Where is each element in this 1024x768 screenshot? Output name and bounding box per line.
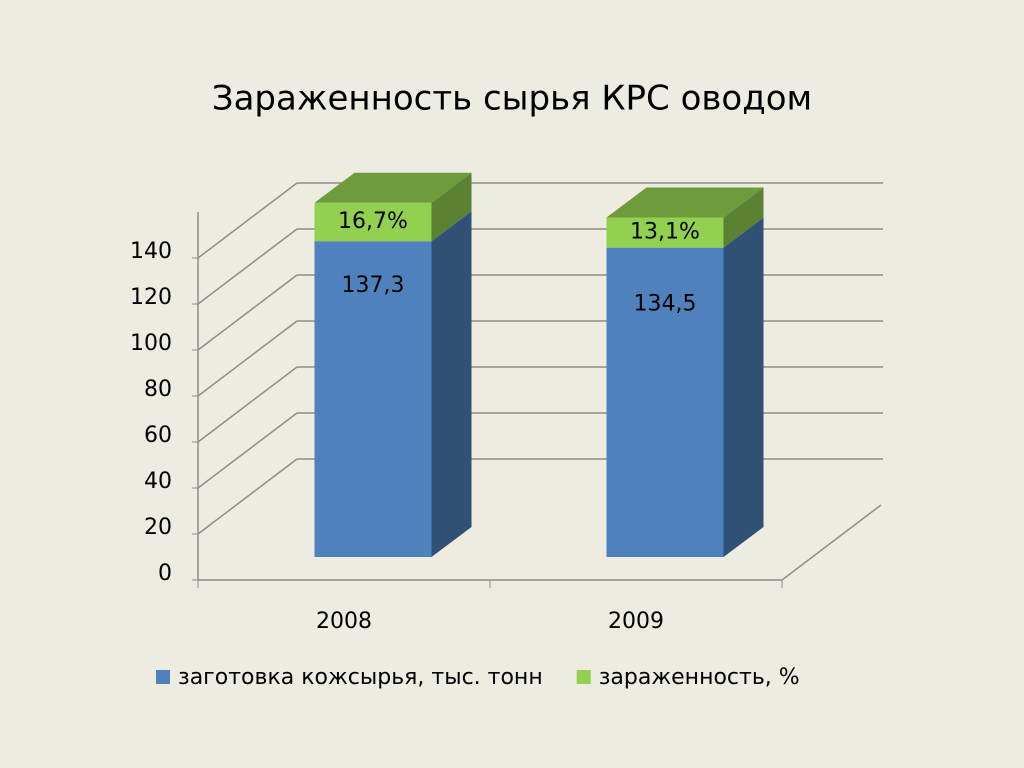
x-tick-label: 2009 [608, 609, 664, 634]
grid-line [197, 274, 298, 351]
bar [606, 217, 724, 248]
grid-line [197, 458, 298, 535]
bar [606, 247, 724, 557]
x-tick-label: 2008 [316, 609, 372, 634]
legend-label: зараженность, % [599, 665, 800, 690]
legend-label: заготовка кожсырья, тыс. тонн [178, 665, 543, 690]
bar [314, 241, 432, 557]
legend-swatch [156, 670, 170, 684]
y-tick-label: 60 [144, 423, 172, 448]
grid-line [197, 412, 298, 489]
bar [314, 202, 432, 242]
data-label: 13,1% [630, 220, 700, 245]
legend-swatch [576, 670, 591, 684]
y-tick-label: 0 [158, 561, 172, 586]
bar-side [723, 217, 764, 557]
grid-line [197, 228, 298, 305]
bar-side [723, 187, 764, 248]
grid-line [197, 366, 298, 443]
data-label: 16,7% [338, 209, 408, 234]
bar-side [431, 172, 472, 242]
y-tick-label: 120 [130, 285, 172, 310]
bar-top [314, 172, 472, 203]
grid-line [197, 182, 298, 259]
bar-side [431, 211, 472, 557]
data-label: 134,5 [634, 292, 697, 317]
y-tick-label: 20 [144, 515, 172, 540]
data-label: 137,3 [342, 273, 405, 298]
y-tick-label: 100 [130, 331, 172, 356]
grid-line [197, 320, 298, 397]
y-tick-label: 140 [130, 239, 172, 264]
y-tick-label: 80 [144, 377, 172, 402]
bar-top [606, 187, 764, 218]
y-tick-label: 40 [144, 469, 172, 494]
chart-title: Зараженность сырья КРС оводом [212, 79, 812, 119]
